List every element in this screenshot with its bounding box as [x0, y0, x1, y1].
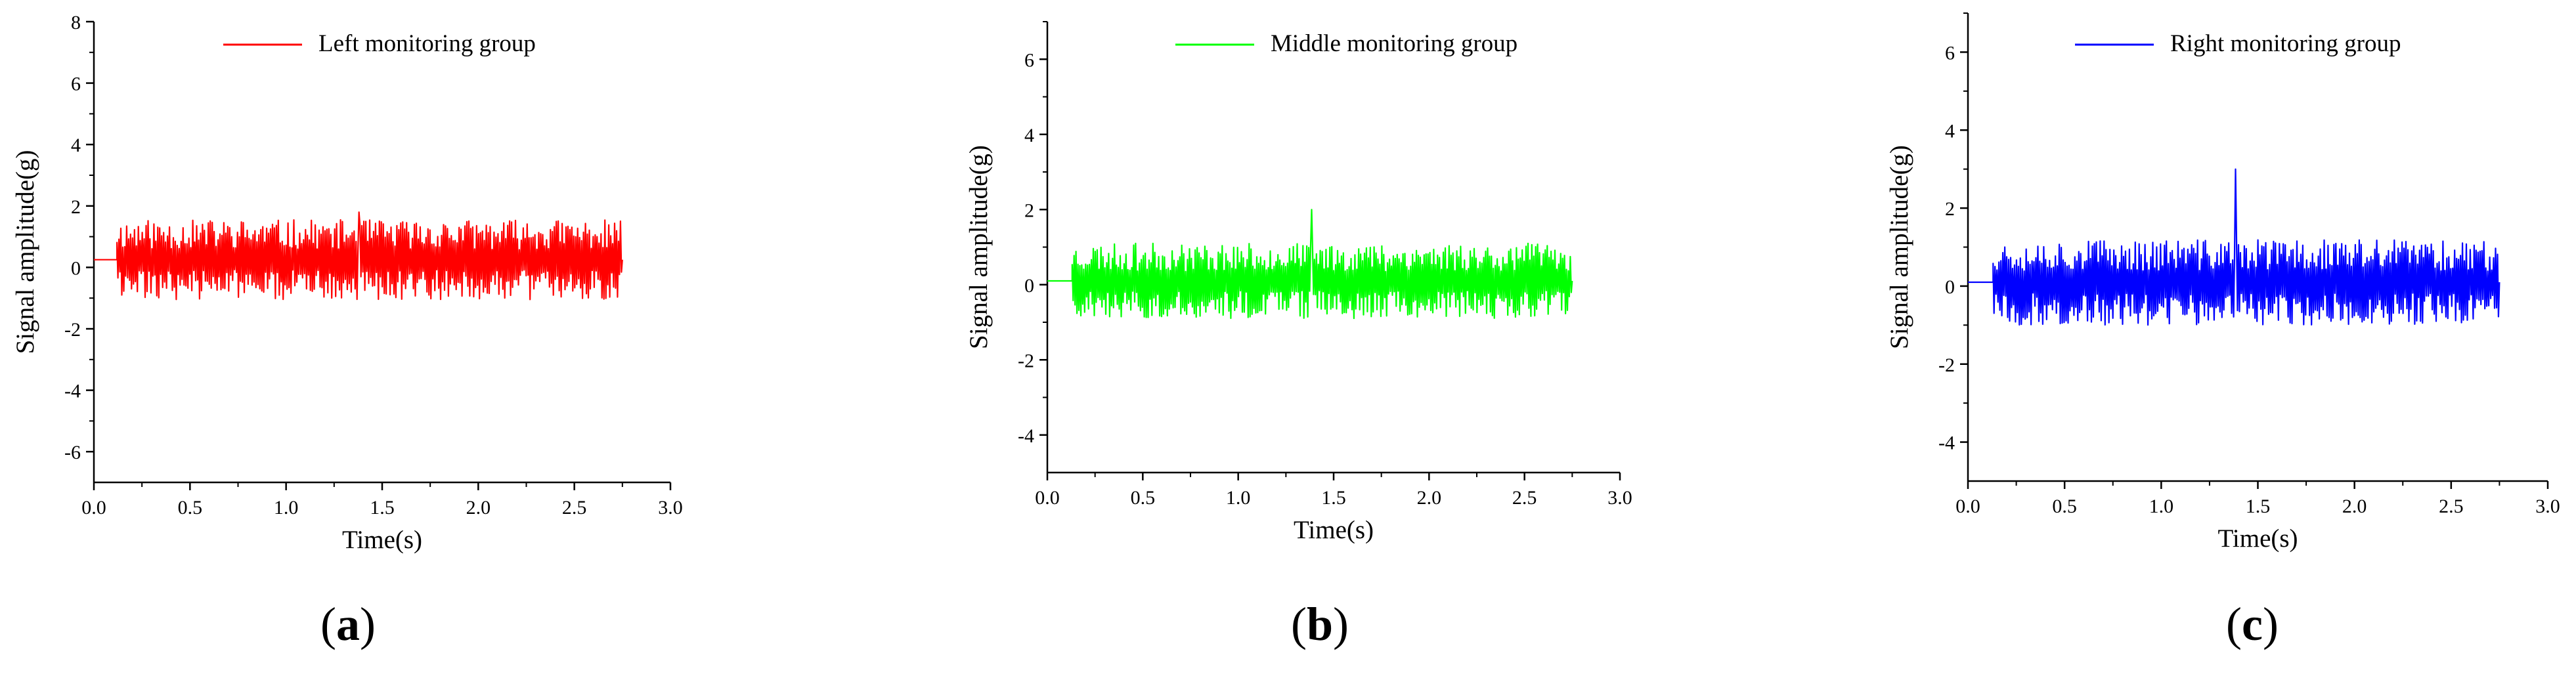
panel-caption-letter: c — [2242, 598, 2263, 650]
chart-panel-b: 0.0 0.5 1.0 1.5 2.0 2.5 3.0 -4 -2 0 2 4 6 Time(s) Sign… — [965, 21, 1632, 650]
y-axis-label: Signal amplitude(g) — [1885, 145, 1913, 349]
x-tick-label: 2.5 — [1512, 487, 1537, 509]
x-tick-label: 2.5 — [562, 497, 587, 518]
x-tick-label: 2.0 — [2342, 496, 2367, 517]
legend-label: Middle monitoring group — [1271, 30, 1517, 57]
y-tick-label: 2 — [1024, 200, 1034, 221]
x-tick-label: 3.0 — [658, 497, 683, 518]
y-axis-label: Signal amplitude(g) — [11, 150, 39, 354]
y-tick-label: 6 — [1945, 42, 1955, 64]
series-line-b — [1047, 209, 1573, 320]
y-tick-label: 4 — [71, 135, 81, 156]
x-tick-label: 1.5 — [370, 497, 395, 518]
y-tick-label: 2 — [1945, 198, 1955, 220]
x-tick-label: 3.0 — [1607, 487, 1632, 509]
x-tick-label: 1.0 — [274, 497, 299, 518]
x-axis-label: Time(s) — [1294, 516, 1374, 544]
y-tick-label: 0 — [71, 257, 81, 279]
y-tick-label: 6 — [71, 74, 81, 95]
x-tick-label: 0.5 — [2052, 496, 2077, 517]
x-axis-label: Time(s) — [342, 526, 422, 554]
y-tick-label: 6 — [1024, 49, 1034, 71]
y-tick-label: 4 — [1945, 120, 1955, 142]
y-tick-label: -2 — [64, 319, 81, 341]
x-tick-label: 0.0 — [1955, 496, 1980, 517]
legend-label: Left monitoring group — [318, 30, 536, 57]
y-tick-label: -4 — [1018, 425, 1034, 447]
x-tick-label: 1.5 — [1321, 487, 1346, 509]
x-tick-label: 1.0 — [2149, 496, 2174, 517]
y-tick-label: -2 — [1018, 350, 1034, 371]
y-tick-label: -6 — [64, 442, 81, 463]
x-tick-label: 0.0 — [1035, 487, 1060, 509]
x-tick-label: 0.5 — [1131, 487, 1156, 509]
chart-panel-c: 0.0 0.5 1.0 1.5 2.0 2.5 3.0 -4 -2 0 2 4 6 Time(s) Sign… — [1885, 12, 2560, 650]
x-tick-label: 1.0 — [1226, 487, 1251, 509]
panel-caption: (c) — [2226, 598, 2279, 650]
series-line-a — [94, 211, 623, 301]
chart-panel-a: 0.0 0.5 1.0 1.5 2.0 2.5 3.0 -6 -4 -2 0 2 4 6 8 Time(s) S… — [11, 12, 683, 650]
y-tick-label: -4 — [1938, 433, 1955, 454]
y-tick-label: -4 — [64, 381, 81, 402]
y-tick-label: 8 — [71, 12, 81, 33]
panel-caption-letter: a — [336, 598, 360, 650]
y-axis-label: Signal amplitude(g) — [965, 145, 993, 349]
y-tick-label: 2 — [71, 196, 81, 218]
series-line-c — [1968, 168, 2500, 326]
y-tick-label: 0 — [1945, 276, 1955, 298]
x-tick-label: 1.5 — [2246, 496, 2271, 517]
y-tick-label: -2 — [1938, 354, 1955, 376]
panel-caption: (b) — [1291, 598, 1349, 650]
x-tick-label: 0.5 — [178, 497, 203, 518]
y-tick-label: 0 — [1024, 275, 1034, 297]
y-tick-label: 4 — [1024, 125, 1034, 146]
panel-caption-letter: b — [1307, 598, 1333, 650]
x-tick-label: 2.0 — [1417, 487, 1442, 509]
x-tick-label: 2.0 — [466, 497, 491, 518]
x-axis-label: Time(s) — [2217, 524, 2298, 553]
legend-label: Right monitoring group — [2170, 30, 2401, 57]
panel-caption: (a) — [320, 598, 376, 650]
x-tick-label: 2.5 — [2439, 496, 2464, 517]
x-tick-label: 0.0 — [81, 497, 106, 518]
x-tick-label: 3.0 — [2535, 496, 2560, 517]
